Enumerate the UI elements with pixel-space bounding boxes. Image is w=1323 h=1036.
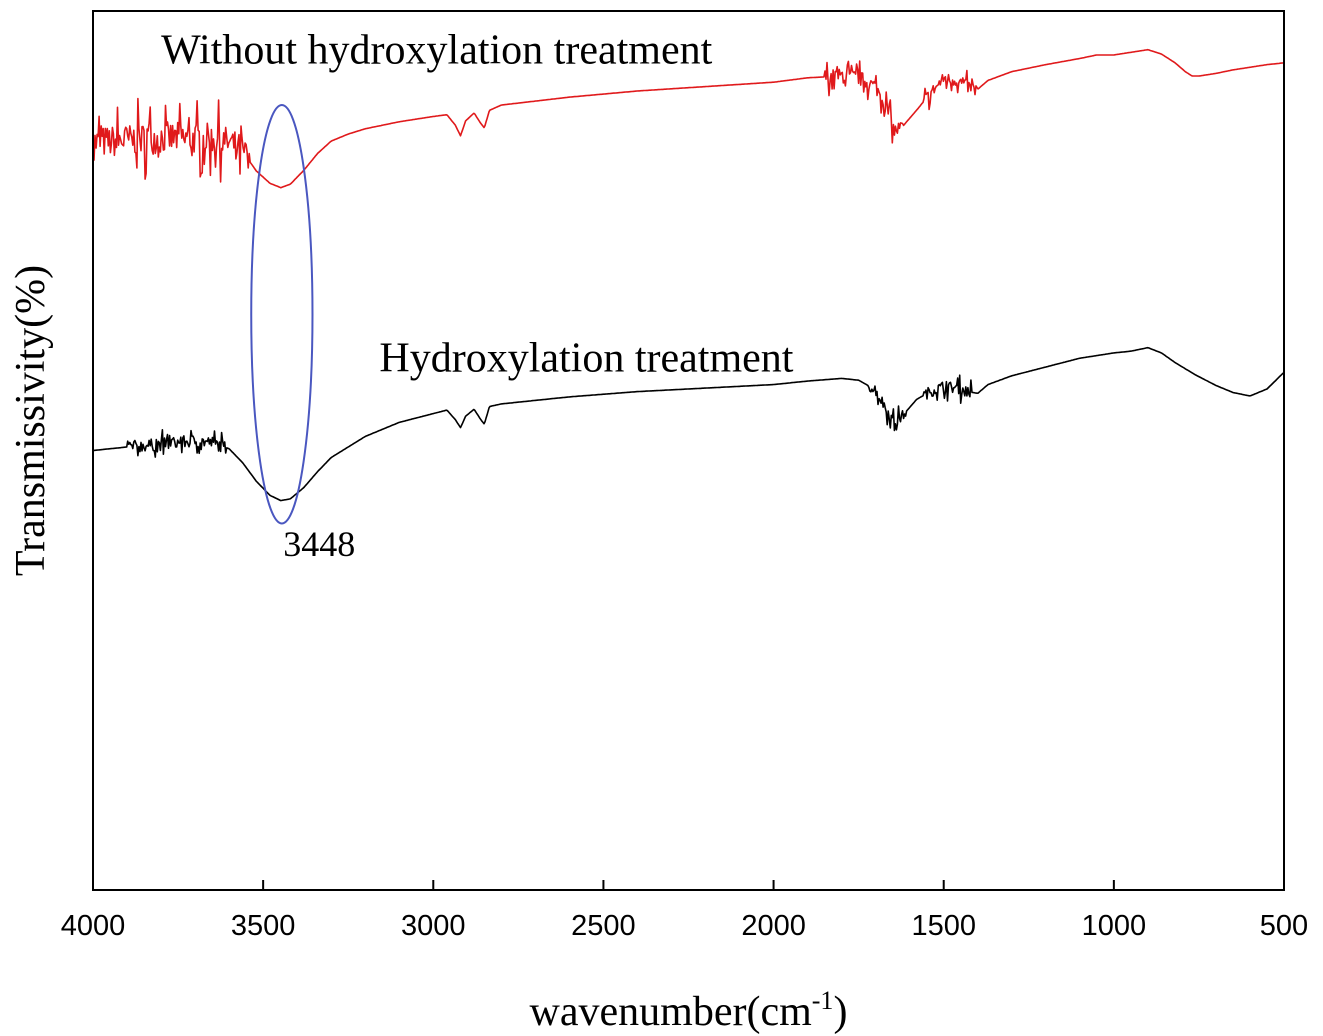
x-tick-label: 3000 — [401, 910, 466, 942]
x-axis-title: wavenumber(cm-1) — [530, 986, 848, 1035]
x-tick-label: 1500 — [911, 910, 976, 942]
x-tick-label: 500 — [1260, 910, 1308, 942]
series-line — [93, 346, 1284, 502]
peak-annotation-label: 3448 — [283, 524, 355, 564]
x-tick-label: 2000 — [741, 910, 806, 942]
series-labels: Without hydroxylation treatment Hydroxyla… — [161, 28, 794, 382]
x-tick-label: 4000 — [61, 910, 126, 942]
x-tick-label: 1000 — [1082, 910, 1147, 942]
series-1 — [93, 346, 1284, 502]
x-tick-label: 3500 — [231, 910, 296, 942]
series-label: Hydroxylation treatment — [379, 335, 793, 381]
x-tick-label: 2500 — [571, 910, 636, 942]
y-axis-title: Transmissivity(%) — [8, 265, 54, 576]
peak-ellipse — [250, 104, 314, 525]
x-axis-ticks: 4000 3500 3000 2500 2000 1500 1000 500 — [61, 880, 1308, 942]
plot-frame — [92, 10, 1285, 891]
series-layer — [93, 48, 1284, 502]
series-line — [93, 48, 1284, 189]
series-0 — [93, 48, 1284, 189]
x-axis-title-superscript: -1 — [812, 986, 834, 1015]
annotation-layer: 3448 — [250, 104, 355, 564]
x-axis-title-text: wavenumber(cm — [530, 989, 813, 1035]
series-label: Without hydroxylation treatment — [161, 28, 713, 74]
x-axis-title-close: ) — [833, 989, 847, 1035]
